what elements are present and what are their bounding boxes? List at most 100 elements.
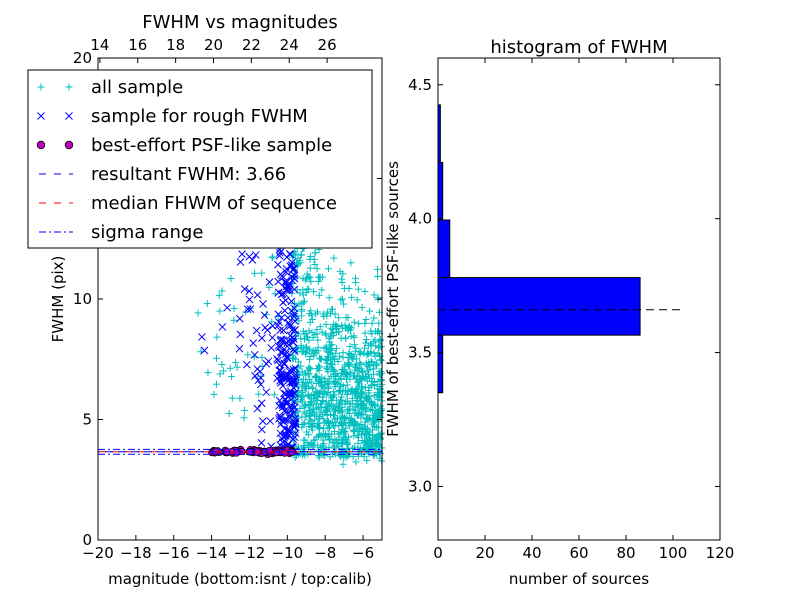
rough-sample-point — [273, 374, 282, 383]
all-sample-point — [349, 405, 357, 413]
y-tick-label: 20 — [73, 49, 92, 67]
all-sample-point — [367, 398, 375, 406]
all-sample-point — [257, 372, 265, 380]
all-sample-point — [292, 428, 300, 436]
rough-sample-point — [258, 417, 267, 426]
all-sample-point — [368, 319, 376, 327]
rough-sample-points — [198, 220, 300, 457]
right-chart-ticks: 0 20 40 60 80 100 120 3.0 3.5 4.0 4.5 — [408, 58, 734, 562]
rough-sample-point — [275, 251, 284, 260]
all-sample-point — [340, 453, 348, 461]
all-sample-point — [347, 259, 355, 267]
all-sample-point — [269, 253, 277, 261]
psf-sample-point — [281, 449, 289, 457]
all-sample-point — [344, 326, 352, 334]
all-sample-point — [315, 291, 323, 299]
all-sample-point — [356, 351, 364, 359]
rough-sample-point — [235, 314, 244, 323]
all-sample-point — [343, 381, 351, 389]
all-sample-point — [310, 288, 318, 296]
y-tick-label: 3.5 — [408, 344, 432, 362]
psf-sample-point — [265, 446, 274, 455]
right-chart-title: histogram of FWHM — [490, 37, 667, 58]
all-sample-point — [362, 316, 370, 324]
all-sample-point — [373, 433, 381, 441]
rough-sample-point — [283, 285, 291, 294]
all-sample-point — [305, 273, 313, 281]
rough-sample-point — [283, 339, 291, 348]
rough-sample-point — [280, 306, 289, 315]
rough-sample-point — [278, 271, 286, 280]
all-sample-point — [373, 440, 381, 448]
rough-sample-point — [287, 261, 296, 269]
all-sample-point — [324, 366, 332, 374]
all-sample-point — [374, 294, 382, 302]
legend-entry: sample for rough FWHM — [37, 106, 308, 127]
all-sample-point — [316, 323, 324, 331]
rough-sample-point — [277, 336, 286, 344]
all-sample-point — [350, 318, 358, 326]
x-tick-label: 40 — [522, 544, 541, 562]
all-sample-point — [354, 411, 362, 419]
all-sample-point — [297, 335, 305, 343]
rough-sample-point — [277, 313, 286, 322]
all-sample-point — [305, 364, 313, 372]
all-sample-point — [318, 411, 326, 419]
x-tick-label: −6 — [352, 544, 374, 562]
all-sample-point — [314, 347, 322, 355]
all-sample-point — [372, 361, 380, 369]
all-sample-point — [327, 324, 335, 332]
all-sample-point — [326, 310, 334, 318]
all-sample-point — [213, 333, 221, 341]
rough-sample-point — [267, 344, 276, 352]
y-tick-label: 3.0 — [408, 477, 432, 495]
all-sample-point — [359, 400, 367, 408]
rough-sample-point — [282, 282, 291, 290]
legend-entry: best-effort PSF-like sample — [36, 135, 332, 156]
all-sample-point — [370, 349, 378, 357]
all-sample-point — [300, 297, 308, 305]
all-sample-point — [337, 296, 345, 304]
left-chart-title: FWHM vs magnitudes — [142, 12, 337, 33]
all-sample-point — [322, 430, 330, 438]
all-sample-point — [340, 300, 348, 308]
all-sample-point — [215, 291, 223, 299]
x-tick-label: 120 — [706, 544, 735, 562]
rough-sample-point — [257, 399, 266, 408]
all-sample-point — [323, 357, 331, 365]
y-tick-label: 5 — [82, 411, 92, 429]
x-tick-label: −14 — [196, 544, 228, 562]
all-sample-point — [318, 273, 326, 281]
all-sample-point — [367, 406, 375, 414]
all-sample-point — [241, 406, 249, 414]
all-sample-point — [322, 330, 330, 338]
rough-sample-point — [286, 366, 295, 375]
all-sample-point — [312, 372, 320, 380]
all-sample-point — [306, 264, 314, 272]
all-sample-point — [228, 394, 236, 402]
all-sample-point — [364, 446, 372, 454]
rough-sample-point — [259, 300, 267, 308]
all-sample-point — [361, 319, 369, 327]
all-sample-point — [358, 367, 366, 375]
all-sample-point — [374, 350, 382, 358]
all-sample-point — [230, 316, 238, 324]
rough-sample-point — [252, 326, 261, 335]
legend-marker — [37, 112, 45, 120]
all-sample-point — [348, 394, 356, 402]
all-sample-point — [368, 407, 376, 415]
all-sample-point — [325, 399, 333, 407]
all-sample-point — [318, 328, 326, 336]
all-sample-point — [323, 308, 331, 316]
y-tick-label: 4.0 — [408, 210, 432, 228]
all-sample-point — [288, 355, 296, 363]
rough-sample-point — [278, 368, 286, 377]
rough-sample-point — [291, 414, 300, 423]
rough-sample-point — [256, 380, 265, 389]
x-tick-label: −20 — [82, 544, 114, 562]
left-chart: −20−18−16−14−12−10−8−6051015201416182022… — [27, 12, 386, 588]
all-sample-point — [337, 440, 345, 448]
all-sample-point — [334, 322, 342, 330]
all-sample-point — [349, 355, 357, 363]
all-sample-point — [337, 334, 345, 342]
